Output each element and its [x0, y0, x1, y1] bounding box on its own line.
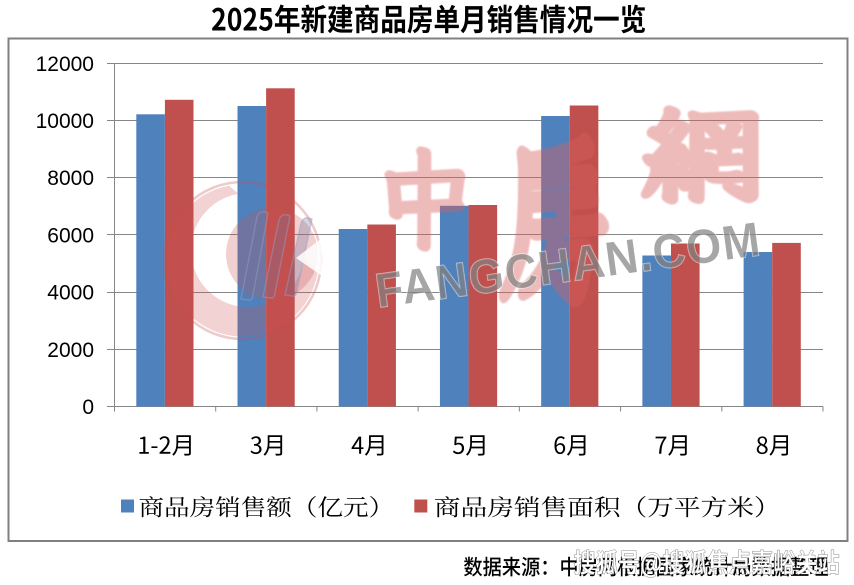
svg-text:0: 0 [82, 396, 94, 419]
svg-text:6000: 6000 [47, 224, 94, 247]
svg-text:2000: 2000 [47, 339, 94, 362]
svg-text:12000: 12000 [36, 53, 94, 76]
svg-text:10000: 10000 [36, 110, 94, 133]
svg-text:4000: 4000 [47, 282, 94, 305]
svg-text:8000: 8000 [47, 167, 94, 190]
